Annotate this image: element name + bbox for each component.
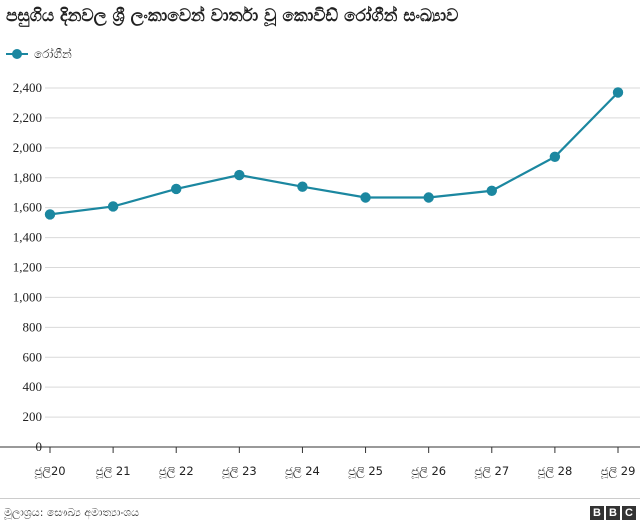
data-point	[423, 192, 434, 203]
y-tick-label: 1,000	[13, 289, 42, 304]
y-tick-label: 1,200	[13, 260, 42, 275]
data-point	[107, 201, 119, 212]
y-tick-label: 2,400	[13, 80, 42, 95]
legend: රෝගීන්	[6, 45, 72, 63]
bbc-logo-letter: B	[606, 506, 620, 520]
x-tick-label: ජූලි 24	[285, 464, 320, 479]
x-tick-label: ජූලි 28	[537, 464, 572, 479]
y-tick-label: 1,800	[13, 170, 42, 185]
y-tick-label: 800	[23, 319, 43, 334]
x-tick-label: ජූලි 22	[159, 464, 194, 479]
bbc-logo: B B C	[590, 506, 636, 520]
chart-title: පසුගිය දිනවල ශ්‍රී ලංකාවෙන් වාර්තා වූ කො…	[6, 6, 459, 26]
x-tick-label: ජූලි 21	[95, 464, 130, 479]
x-tick-label: ජූලි20	[34, 464, 65, 479]
data-point	[234, 169, 245, 181]
data-point	[297, 181, 308, 192]
line-chart: 0 200 400 600 800 1,000 1,200 1,400 1,600 1,800 2,…	[0, 80, 640, 479]
data-point	[486, 185, 497, 196]
series-line	[49, 91, 619, 216]
data-point	[360, 192, 371, 203]
data-point	[549, 151, 561, 163]
legend-label: රෝගීන්	[34, 46, 72, 61]
x-tick-label: ජූලි 23	[222, 464, 257, 479]
y-tick-label: 400	[23, 379, 43, 394]
y-tick-label: 2,000	[13, 140, 42, 155]
x-tick-label: ජූලි 25	[348, 464, 383, 479]
y-tick-label: 2,200	[13, 110, 42, 125]
x-tick-label: ජූලි 26	[411, 464, 446, 479]
x-tick-label: ජූලි 29	[600, 464, 635, 479]
data-point	[612, 87, 624, 98]
data-point	[44, 209, 56, 220]
footer-divider	[0, 498, 640, 499]
y-tick-label: 1,600	[13, 200, 42, 215]
source-note: මූලාශ්‍රය: සෞඛ්‍ය අමාත්‍යාංශය	[4, 506, 140, 519]
bbc-logo-letter: C	[622, 506, 636, 520]
y-tick-label: 0	[36, 439, 43, 454]
legend-marker	[6, 49, 28, 59]
y-tick-label: 600	[23, 349, 43, 364]
x-tick-label: ජූලි 27	[474, 464, 509, 479]
y-tick-label: 200	[23, 409, 43, 424]
data-point	[171, 183, 182, 195]
y-tick-label: 1,400	[13, 230, 42, 245]
bbc-logo-letter: B	[590, 506, 604, 520]
